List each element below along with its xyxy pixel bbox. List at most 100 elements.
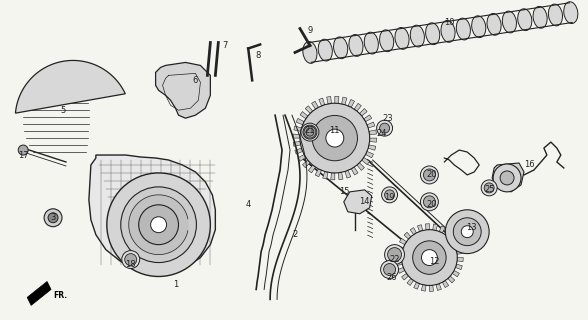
Polygon shape — [27, 282, 51, 305]
Text: FR.: FR. — [53, 291, 67, 300]
Polygon shape — [410, 228, 416, 235]
Polygon shape — [492, 163, 524, 192]
Polygon shape — [369, 130, 376, 135]
Text: 15: 15 — [339, 188, 350, 196]
Text: 6: 6 — [193, 76, 198, 85]
Polygon shape — [366, 151, 373, 158]
Text: 2: 2 — [292, 230, 298, 239]
Circle shape — [121, 187, 196, 262]
Circle shape — [139, 205, 179, 244]
Polygon shape — [422, 285, 426, 291]
Polygon shape — [456, 264, 462, 269]
Circle shape — [107, 173, 211, 276]
Ellipse shape — [318, 39, 332, 61]
Text: 22: 22 — [389, 255, 400, 264]
Text: 16: 16 — [524, 160, 534, 170]
Text: 14: 14 — [359, 197, 370, 206]
Ellipse shape — [333, 37, 348, 59]
Polygon shape — [330, 173, 335, 180]
Text: 20: 20 — [426, 200, 437, 209]
Polygon shape — [348, 100, 355, 108]
Polygon shape — [344, 190, 372, 214]
Text: 5: 5 — [61, 106, 66, 115]
Polygon shape — [429, 285, 433, 292]
Ellipse shape — [533, 6, 547, 28]
Text: 8: 8 — [255, 51, 261, 60]
Circle shape — [44, 209, 62, 227]
Text: 11: 11 — [329, 126, 340, 135]
Ellipse shape — [364, 32, 379, 54]
Ellipse shape — [564, 2, 578, 24]
Circle shape — [304, 126, 316, 138]
Circle shape — [380, 123, 390, 133]
Circle shape — [481, 180, 497, 196]
Polygon shape — [335, 96, 339, 103]
Polygon shape — [397, 268, 405, 273]
Text: 13: 13 — [466, 223, 476, 232]
Ellipse shape — [441, 20, 455, 42]
Circle shape — [422, 250, 437, 266]
Polygon shape — [407, 278, 413, 285]
Polygon shape — [396, 245, 403, 251]
Text: 12: 12 — [429, 257, 440, 266]
Ellipse shape — [349, 35, 363, 56]
Polygon shape — [445, 230, 452, 237]
Circle shape — [380, 260, 399, 278]
Polygon shape — [315, 169, 322, 177]
Circle shape — [18, 145, 28, 155]
Circle shape — [423, 196, 435, 208]
Polygon shape — [396, 253, 402, 258]
Text: 9: 9 — [308, 26, 313, 35]
Polygon shape — [450, 235, 457, 242]
Polygon shape — [436, 284, 442, 291]
Text: 25: 25 — [484, 185, 495, 194]
Polygon shape — [357, 163, 365, 171]
Polygon shape — [442, 281, 449, 288]
Polygon shape — [293, 141, 300, 146]
Circle shape — [461, 226, 473, 238]
Circle shape — [303, 125, 317, 139]
Circle shape — [413, 241, 446, 274]
Text: 18: 18 — [125, 260, 136, 269]
Circle shape — [500, 171, 514, 185]
Polygon shape — [15, 60, 125, 113]
Polygon shape — [454, 242, 461, 248]
Text: 20: 20 — [426, 171, 437, 180]
Circle shape — [312, 116, 358, 161]
Ellipse shape — [487, 13, 501, 35]
Polygon shape — [156, 62, 211, 118]
Polygon shape — [302, 160, 310, 168]
Polygon shape — [404, 232, 411, 239]
Text: 19: 19 — [385, 193, 395, 202]
Ellipse shape — [502, 11, 516, 33]
Circle shape — [125, 253, 136, 266]
Polygon shape — [417, 225, 423, 231]
Circle shape — [326, 129, 344, 147]
Polygon shape — [300, 112, 308, 119]
Polygon shape — [399, 238, 406, 244]
Polygon shape — [345, 170, 351, 178]
Text: 21: 21 — [305, 126, 315, 135]
Polygon shape — [338, 172, 343, 180]
Polygon shape — [312, 101, 318, 109]
Polygon shape — [342, 97, 347, 105]
Circle shape — [484, 183, 494, 193]
Polygon shape — [354, 103, 362, 111]
Text: 24: 24 — [376, 129, 387, 138]
Polygon shape — [439, 226, 445, 233]
Circle shape — [385, 190, 395, 200]
Ellipse shape — [395, 28, 409, 49]
Circle shape — [445, 210, 489, 253]
Circle shape — [385, 244, 405, 265]
Ellipse shape — [456, 18, 470, 40]
Polygon shape — [362, 157, 370, 164]
Circle shape — [382, 187, 397, 203]
Text: 26: 26 — [386, 273, 397, 282]
Polygon shape — [414, 282, 419, 289]
Circle shape — [493, 164, 521, 192]
Polygon shape — [298, 155, 306, 161]
Circle shape — [306, 128, 314, 136]
Polygon shape — [402, 273, 409, 280]
Polygon shape — [433, 224, 437, 230]
Ellipse shape — [380, 30, 394, 52]
